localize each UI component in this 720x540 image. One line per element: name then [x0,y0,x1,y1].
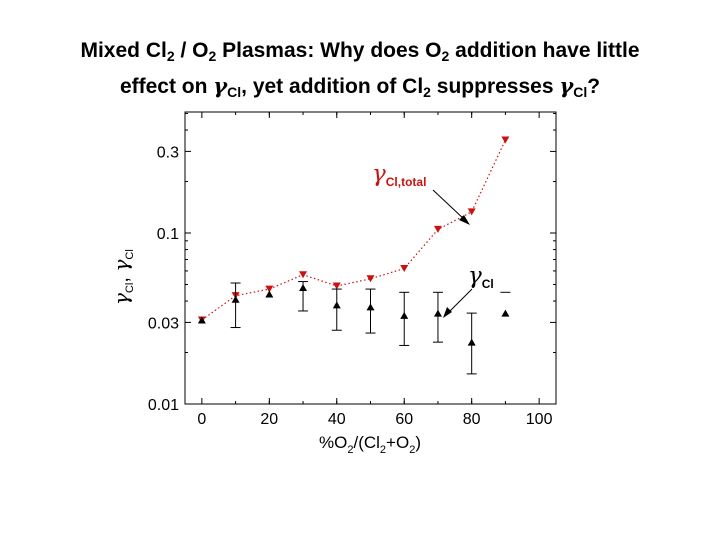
y-tick-label: 0.3 [157,144,179,161]
series-total-point [467,208,476,216]
series-cl-point [501,309,510,317]
chart-title: Mixed Cl2 / O2 Plasmas: Why does O2 addi… [0,36,720,107]
y-tick-label: 0.1 [157,226,179,243]
series-cl-point [332,301,341,309]
x-tick-label: 40 [328,411,346,428]
y-tick-label: 0.01 [148,397,179,414]
x-tick-label: 60 [395,411,413,428]
series-total-point [299,271,308,279]
series-total-point [400,264,409,272]
y-tick-label: 0.03 [148,315,179,332]
legend-label-total: γCl,total [372,161,426,189]
annotation-arrowhead-cl [443,307,452,318]
y-axis-label: γCl, γCl [109,249,136,305]
series-cl-point [265,290,274,298]
axes: 0 20 40 60 80 100 0.01 0.03 0.1 0.3 [148,111,557,428]
plot-frame [184,111,557,405]
series-total-point [332,282,341,290]
series-cl-point [433,309,442,317]
legend-label-cl: γCl [468,263,494,291]
x-tick-label: 80 [463,411,481,428]
series-total-point [501,136,510,144]
series-total-point [433,225,442,233]
series-cl-point [299,284,308,292]
series-total-line [201,139,506,321]
title-line-2: effect on γCl, yet addition of Cl2 suppr… [119,73,601,100]
x-tick-label: 0 [197,411,206,428]
series-cl-point [197,316,206,324]
series-cl-point [400,311,409,319]
series-total-point [366,275,375,283]
series-cl-point [366,303,375,311]
series-total-point [265,285,274,293]
series-layer [197,136,511,375]
title-line-1: Mixed Cl2 / O2 Plasmas: Why does O2 addi… [80,39,640,64]
x-tick-label: 20 [260,411,278,428]
series-cl-point [467,338,476,346]
annotation-arrow-total [432,189,467,222]
x-tick-label: 100 [526,411,553,428]
x-axis-label: %O2/(Cl2+O2) [319,433,421,456]
annotation-arrowhead-total [459,215,470,225]
annotation-arrow-cl [446,288,473,315]
series-cl-point [231,295,240,303]
